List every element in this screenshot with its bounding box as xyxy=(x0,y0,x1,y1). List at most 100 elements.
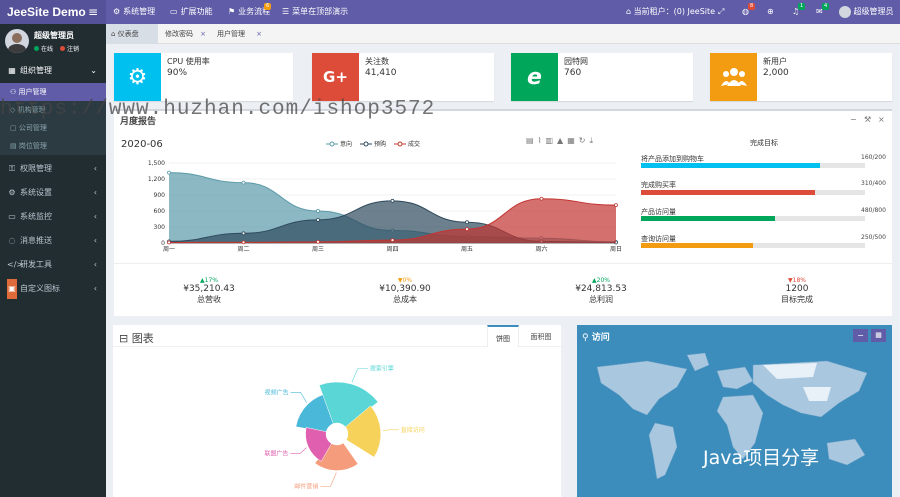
browser-e-icon: e xyxy=(511,53,558,101)
google-plus-icon: G+ xyxy=(312,53,359,101)
mail-icon[interactable]: ✉ xyxy=(816,7,823,16)
y-tick-label: 1,200 xyxy=(148,176,165,183)
collapse-button[interactable]: − xyxy=(853,329,868,342)
series-area xyxy=(169,198,616,243)
map-region-china-highlight xyxy=(803,387,831,401)
minus-icon[interactable]: − xyxy=(850,115,857,124)
sidebar-item-settings[interactable]: ⚙ 系统设置 ‹ xyxy=(0,183,106,203)
watermark-brand: Java项目分享 xyxy=(703,447,820,469)
sidebar-item-posts[interactable]: ▤ 岗位管理 xyxy=(0,137,106,155)
chevron-left-icon: ‹ xyxy=(93,236,97,245)
monthly-report-panel: 月度报告 − ⚒ × 2020-06 ▤⌇▥▲▦↻⤓ 0 300 600 900 1,2… xyxy=(114,109,892,316)
chart-toolbox[interactable]: ▤⌇▥▲▦↻⤓ xyxy=(526,136,597,146)
y-tick-label: 900 xyxy=(154,192,166,199)
label-line xyxy=(382,429,399,432)
x-tick-label: 周日 xyxy=(610,246,622,253)
data-point xyxy=(465,220,469,225)
map-region-russia-highlight xyxy=(763,363,817,379)
sitemap-icon: ◇ xyxy=(10,106,18,114)
chevron-left-icon: ‹ xyxy=(93,164,97,173)
menu-toggle-icon[interactable]: ≡ xyxy=(88,5,99,19)
top-navbar: JeeSite Demo ≡ ⚙ 系统管理 ▭ 扩展功能 ⚑ 业务流程 6 ☰ 菜单在顶… xyxy=(0,0,900,24)
goal-value: 310/400 xyxy=(861,180,886,187)
bell-icon[interactable]: ♫ xyxy=(792,7,800,16)
sidebar-item-custom-icons[interactable]: ▣ 自定义图标 ‹ xyxy=(0,279,106,299)
panel-title: 月度报告 xyxy=(120,117,157,127)
x-tick-label: 周四 xyxy=(386,246,398,253)
label-line xyxy=(290,392,307,403)
sidebar-item-users[interactable]: ⚇ 用户管理 xyxy=(0,83,106,101)
sidebar-item-permissions[interactable]: ⚿ 权限管理 ‹ xyxy=(0,159,106,179)
topmenu-item-topmenu-demo[interactable]: ☰ 菜单在顶部演示 xyxy=(282,7,349,16)
tab-user-management[interactable]: 用户管理 × xyxy=(212,24,268,44)
sidebar-item-messages[interactable]: ◌ 消息推送 ‹ xyxy=(0,231,106,251)
data-point xyxy=(390,238,395,243)
slice-label: 搜索引擎 xyxy=(370,365,394,373)
top-user-menu[interactable]: 超级管理员 xyxy=(839,0,894,24)
gear-icon: ⚙ xyxy=(113,7,121,16)
chevron-left-icon: ‹ xyxy=(93,188,97,197)
inbox-icon: ⊟ xyxy=(119,332,132,345)
stack-icon: ▲ xyxy=(557,136,568,145)
tab-area[interactable]: 面积图 xyxy=(530,333,552,341)
tenant-switch[interactable]: ⌂ 当前租户：(0) JeeSite xyxy=(626,7,716,16)
app-logo[interactable]: JeeSite Demo xyxy=(0,0,106,24)
sidebar-item-devtools[interactable]: </>研发工具 ‹ xyxy=(0,255,106,275)
y-tick-label: 0 xyxy=(161,240,165,247)
close-icon[interactable]: × xyxy=(200,30,206,38)
close-icon[interactable]: × xyxy=(878,115,885,124)
info-box-cpu: ⚙ CPU 使用率 90% xyxy=(114,53,293,101)
goal-value: 250/500 xyxy=(861,234,886,241)
mail-badge: 4 xyxy=(822,3,830,10)
topmenu-item-extend[interactable]: ▭ 扩展功能 xyxy=(170,7,213,16)
data-point xyxy=(614,203,618,208)
bar-switch-icon: ▥ xyxy=(545,136,558,145)
area-chart: 0 300 600 900 1,200 1,500 周一 周二 周三 周四 周五 周六 周日 意向 预购 成交 xyxy=(148,140,622,253)
data-point xyxy=(241,180,246,185)
y-tick-label: 1,500 xyxy=(148,160,165,167)
tab-dashboard[interactable]: ⌂ 仪表盘 xyxy=(106,24,158,44)
topmenu-item-system[interactable]: ⚙ 系统管理 xyxy=(113,7,156,16)
watermark-url: https://www.huzhan.com/ishop3572 xyxy=(0,98,436,121)
map-region-greenland xyxy=(686,352,710,372)
line-switch-icon: ⌇ xyxy=(537,136,546,145)
data-point xyxy=(316,239,320,244)
info-box-site: e 园特网 760 xyxy=(511,53,693,101)
building-icon: ▢ xyxy=(10,124,19,132)
sidebar-item-companies[interactable]: ▢ 公司管理 xyxy=(0,119,106,137)
goal-progress xyxy=(641,216,865,221)
slice-label: 联盟广告 xyxy=(264,449,288,457)
home-icon: ⌂ xyxy=(111,30,118,38)
wrench-icon[interactable]: ⚒ xyxy=(864,115,872,124)
map-marker-icon: ⚲ xyxy=(582,333,592,343)
logout-link[interactable]: 注销 xyxy=(60,44,79,53)
panel-title: ⊟ 图表 xyxy=(119,332,154,345)
kpi-revenue: ▲17% ¥35,210.43 总营收 xyxy=(183,277,235,304)
sidebar-item-org[interactable]: ▦ 组织管理 ⌄ xyxy=(0,61,106,81)
tab-pie[interactable]: 饼图 xyxy=(487,325,519,347)
legend-marker xyxy=(397,141,403,147)
topmenu-item-workflow[interactable]: ⚑ 业务流程 xyxy=(228,7,271,16)
globe-icon[interactable]: ⊕ xyxy=(767,7,774,16)
tab-change-password[interactable]: 修改密码 × xyxy=(160,24,212,44)
sidebar-item-org-units[interactable]: ◇ 机构管理 xyxy=(0,101,106,119)
map-region-australia xyxy=(826,438,866,466)
legend-label: 意向 xyxy=(340,140,352,148)
theme-icon[interactable]: ◍ xyxy=(742,7,749,16)
sidebar-item-monitor[interactable]: ▭ 系统监控 ‹ xyxy=(0,207,106,227)
tab-bar: ⌂ 仪表盘 修改密码 × 用户管理 × xyxy=(106,24,900,44)
y-tick-label: 300 xyxy=(154,224,166,231)
fullscreen-icon[interactable]: ⤢ xyxy=(718,7,725,16)
x-tick-label: 周二 xyxy=(237,246,249,253)
data-point xyxy=(390,198,395,203)
close-icon[interactable]: × xyxy=(256,30,262,38)
goal-progress xyxy=(641,163,865,168)
avatar[interactable] xyxy=(5,29,29,53)
slice-label: 邮件营销 xyxy=(294,483,318,491)
data-point xyxy=(465,227,469,232)
calendar-button[interactable]: ▦ xyxy=(871,329,886,342)
y-tick-label: 600 xyxy=(154,208,166,215)
chevron-down-icon: ⌄ xyxy=(90,66,97,75)
tiled-icon: ▦ xyxy=(567,136,579,145)
